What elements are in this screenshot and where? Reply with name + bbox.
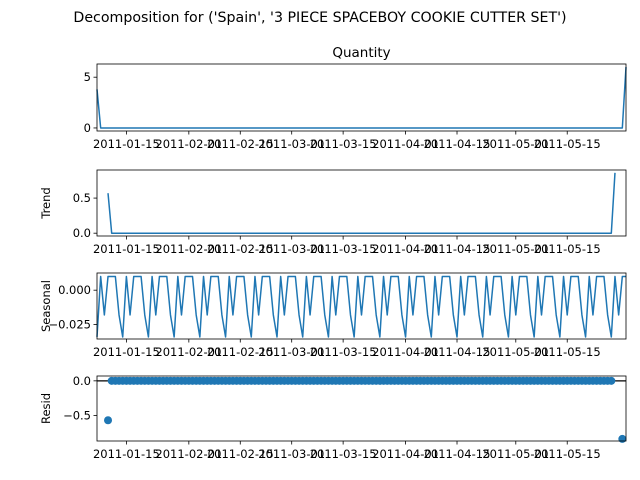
y-tick-label-seasonal: 0.000: [58, 283, 91, 297]
x-tick-label-observed: 2011-04-15: [424, 137, 491, 151]
x-tick-label-trend: 2011-02-01: [155, 242, 222, 256]
x-tick-label-observed: 2011-02-15: [207, 137, 274, 151]
x-tick-label-observed: 2011-03-15: [310, 137, 377, 151]
axes-frame-seasonal: [96, 272, 627, 340]
x-tick-label-observed: 2011-02-01: [155, 137, 222, 151]
panel-observed: Quantity 0 5 2011-01-152011-02-012011-02-15…: [84, 45, 627, 151]
panel-seasonal: Seasonal 0.000−0.0252011-01-152011-02-012…: [39, 272, 627, 359]
x-tick-label-observed: 2011-01-15: [93, 137, 160, 151]
resid-point-outlier: [618, 434, 627, 443]
y-tick-label-seasonal: −0.025: [48, 318, 91, 332]
x-tick-label-observed: 2011-04-01: [372, 137, 439, 151]
y-tick-label-resid: −0.5: [63, 408, 91, 422]
axes-frame-resid: [96, 375, 627, 442]
x-tick-label-resid: 2011-02-15: [207, 447, 274, 461]
y-tick-label-resid: 0.0: [73, 374, 91, 388]
figure-suptitle: Decomposition for ('Spain', '3 PIECE SPA…: [73, 10, 566, 26]
y-tick-label-trend: 0.5: [73, 191, 91, 205]
y-tick-label-trend: 0.0: [73, 226, 91, 240]
panel-title-observed: Quantity: [332, 45, 390, 61]
x-tick-label-resid: 2011-01-15: [93, 447, 160, 461]
x-tick-label-resid: 2011-02-01: [155, 447, 222, 461]
axes-frame-observed: [96, 63, 627, 132]
x-tick-label-trend: 2011-04-15: [424, 242, 491, 256]
x-tick-label-trend: 2011-01-15: [93, 242, 160, 256]
x-tick-label-resid: 2011-05-15: [534, 447, 601, 461]
x-tick-label-resid: 2011-03-15: [310, 447, 377, 461]
x-tick-label-trend: 2011-03-15: [310, 242, 377, 256]
x-tick-label-observed: 2011-05-15: [534, 137, 601, 151]
series-line-trend: [107, 172, 616, 234]
y-tick-label-observed: 0: [84, 121, 91, 135]
x-tick-label-resid: 2011-04-15: [424, 447, 491, 461]
x-tick-label-seasonal: 2011-04-01: [372, 345, 439, 359]
axes-frame-trend: [96, 169, 627, 237]
x-tick-label-seasonal: 2011-01-15: [93, 345, 160, 359]
resid-point: [607, 376, 616, 385]
y-axis-label-seasonal: Seasonal: [39, 280, 53, 332]
series-line-observed: [96, 67, 627, 129]
y-axis-label-trend: Trend: [39, 187, 53, 219]
x-tick-label-resid: 2011-03-01: [258, 447, 325, 461]
x-tick-label-seasonal: 2011-05-15: [534, 345, 601, 359]
resid-point-outlier: [104, 416, 113, 425]
panels: Quantity052011-01-152011-02-012011-02-15…: [39, 45, 627, 461]
x-tick-label-seasonal: 2011-04-15: [424, 345, 491, 359]
x-tick-label-observed: 2011-05-01: [482, 137, 549, 151]
y-tick-label-observed: 5: [84, 70, 91, 84]
series-line-seasonal: [96, 275, 626, 338]
x-tick-label-trend: 2011-05-01: [482, 242, 549, 256]
x-tick-label-trend: 2011-04-01: [372, 242, 439, 256]
x-tick-label-trend: 2011-03-01: [258, 242, 325, 256]
panel-resid: Resid 0.0 −0.5 2011-01-152011-02-012011-02-…: [39, 374, 627, 461]
x-tick-label-seasonal: 2011-02-15: [207, 345, 274, 359]
x-tick-label-seasonal: 2011-03-01: [258, 345, 325, 359]
panel-trend: Trend 0.0 0.5 2011-01-152011-02-012011-02-1…: [39, 169, 627, 256]
x-tick-label-observed: 2011-03-01: [258, 137, 325, 151]
x-tick-label-trend: 2011-05-15: [534, 242, 601, 256]
x-tick-label-trend: 2011-02-15: [207, 242, 274, 256]
x-tick-label-seasonal: 2011-05-01: [482, 345, 549, 359]
x-tick-label-resid: 2011-05-01: [482, 447, 549, 461]
x-tick-label-seasonal: 2011-03-15: [310, 345, 377, 359]
x-tick-label-seasonal: 2011-02-01: [155, 345, 222, 359]
x-tick-label-resid: 2011-04-01: [372, 447, 439, 461]
y-axis-label-resid: Resid: [39, 393, 53, 424]
